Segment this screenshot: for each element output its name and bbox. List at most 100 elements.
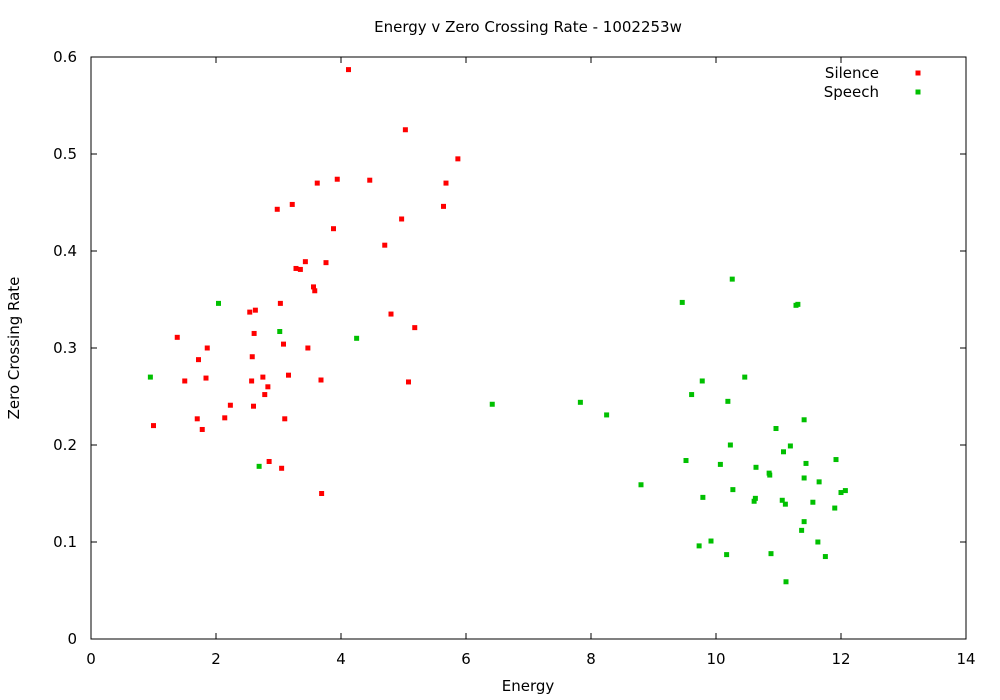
y-axis-label: Zero Crossing Rate <box>5 277 23 420</box>
data-point-speech <box>724 552 730 558</box>
data-point-silence <box>399 216 405 222</box>
data-point-speech <box>816 479 822 485</box>
data-point-silence <box>281 341 286 347</box>
data-point-speech <box>727 442 733 448</box>
data-point-speech <box>354 335 360 341</box>
x-tick-label: 14 <box>956 650 975 668</box>
data-point-speech <box>781 449 786 455</box>
legend-label-silence: Silence <box>825 64 879 82</box>
data-point-speech <box>689 392 695 398</box>
data-point-silence <box>289 201 295 207</box>
data-point-silence <box>312 288 318 294</box>
data-point-speech <box>729 276 735 282</box>
data-point-silence <box>293 265 299 271</box>
data-point-silence <box>305 345 311 351</box>
data-point-silence <box>286 372 291 378</box>
data-point-silence <box>222 415 228 421</box>
data-point-speech <box>833 457 839 463</box>
data-point-speech <box>730 487 736 493</box>
data-point-speech <box>725 398 731 404</box>
data-point-speech <box>783 579 789 585</box>
data-point-speech <box>773 426 779 432</box>
data-points <box>147 67 848 585</box>
x-tick-label: 8 <box>586 650 596 668</box>
data-point-silence <box>182 378 188 384</box>
data-point-silence <box>251 330 257 336</box>
data-point-silence <box>441 203 446 209</box>
data-point-speech <box>768 551 774 557</box>
plot-area-frame <box>90 56 967 640</box>
data-point-speech <box>638 482 644 488</box>
y-tick-label: 0 <box>67 630 77 648</box>
y-tick-label: 0.1 <box>53 533 77 551</box>
data-point-silence <box>277 300 283 306</box>
data-point-silence <box>455 156 461 162</box>
data-point-silence <box>367 177 373 183</box>
y-tick-label: 0.6 <box>53 48 77 66</box>
data-point-silence <box>282 416 288 422</box>
x-tick-label: 6 <box>461 650 471 668</box>
data-point-speech <box>147 374 153 380</box>
data-point-silence <box>251 403 256 409</box>
data-point-silence <box>203 375 209 381</box>
data-point-speech <box>801 519 807 525</box>
data-point-silence <box>274 206 280 212</box>
data-point-speech <box>216 300 221 306</box>
data-point-silence <box>265 384 271 390</box>
data-point-speech <box>489 401 495 407</box>
data-point-speech <box>256 463 262 469</box>
data-point-silence <box>302 259 308 265</box>
data-point-speech <box>803 460 809 466</box>
data-point-speech <box>753 464 759 470</box>
data-point-speech <box>742 374 748 380</box>
data-point-speech <box>679 299 685 305</box>
x-tick-label: 0 <box>86 650 96 668</box>
y-tick-label: 0.4 <box>53 242 77 260</box>
data-point-speech <box>717 461 723 467</box>
legend-label-speech: Speech <box>824 83 879 101</box>
data-point-silence <box>227 402 233 408</box>
x-tick-label: 12 <box>831 650 850 668</box>
data-point-silence <box>266 458 272 464</box>
data-point-speech <box>751 498 757 504</box>
data-point-silence <box>402 127 408 133</box>
data-point-speech <box>752 495 758 501</box>
data-point-silence <box>334 176 340 182</box>
data-point-speech <box>699 378 705 384</box>
data-point-silence <box>279 465 285 471</box>
data-point-speech <box>277 329 283 335</box>
data-point-speech <box>810 499 816 505</box>
data-point-silence <box>388 311 394 317</box>
data-point-speech <box>838 490 844 496</box>
data-point-silence <box>346 67 351 73</box>
data-point-speech <box>815 539 821 545</box>
data-point-silence <box>194 416 200 422</box>
data-point-silence <box>204 345 210 351</box>
series-speech-points <box>147 276 848 585</box>
x-tick-label: 2 <box>211 650 221 668</box>
legend-marker-speech <box>915 89 921 95</box>
data-point-silence <box>252 307 258 313</box>
y-tick-label: 0.2 <box>53 436 77 454</box>
data-point-speech <box>683 458 689 464</box>
data-point-speech <box>577 399 583 405</box>
data-point-speech <box>767 472 773 478</box>
series-silence-points <box>151 67 461 496</box>
data-point-silence <box>151 423 156 429</box>
chart-title: Energy v Zero Crossing Rate - 1002253w <box>374 18 682 36</box>
data-point-speech <box>822 554 828 560</box>
x-tick-label: 10 <box>706 650 725 668</box>
data-point-speech <box>700 494 706 500</box>
y-tick-label: 0.5 <box>53 145 77 163</box>
data-point-silence <box>247 309 253 315</box>
x-axis-label: Energy <box>502 677 555 695</box>
y-tick-label: 0.3 <box>53 339 77 357</box>
data-point-silence <box>311 284 316 290</box>
data-point-silence <box>249 378 255 384</box>
data-point-silence <box>318 377 324 383</box>
data-point-speech <box>779 497 785 503</box>
data-point-silence <box>260 374 266 380</box>
data-point-speech <box>795 301 801 307</box>
